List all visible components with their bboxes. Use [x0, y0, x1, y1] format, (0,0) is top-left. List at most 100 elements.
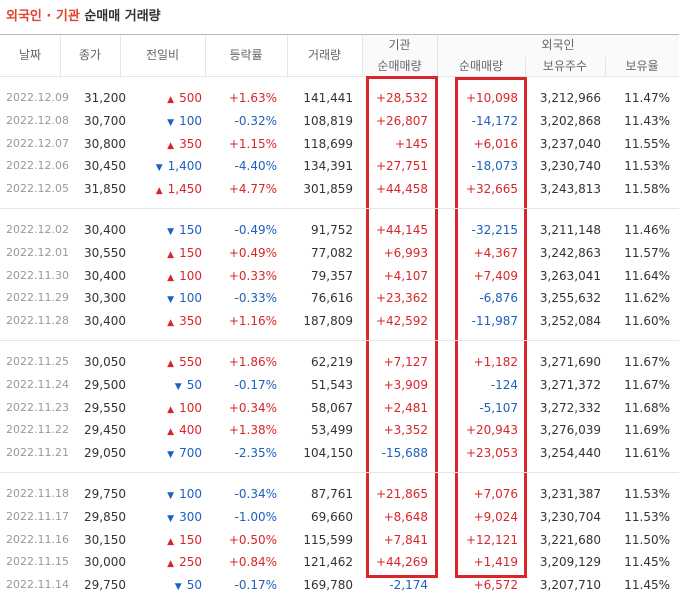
- cell: +42,592: [375, 314, 428, 328]
- change-arrow: ▲: [167, 359, 175, 369]
- change-cell: ▼ 100: [167, 113, 202, 131]
- cell: 115,599: [303, 532, 353, 547]
- cell: 104,150: [303, 446, 353, 460]
- change-arrow: ▲: [167, 404, 175, 415]
- date-cell: 2022.11.22: [6, 423, 69, 437]
- cell: -6,876: [479, 291, 518, 306]
- header-bottom-line: [0, 76, 679, 77]
- cell: 3,212,966: [539, 91, 601, 105]
- cell: 11.58%: [624, 182, 670, 196]
- header-divider: [120, 35, 121, 76]
- header-divider: [287, 35, 288, 76]
- cell: 77,082: [311, 245, 353, 260]
- cell: -2,174: [389, 578, 428, 592]
- change-amount: 50: [186, 578, 202, 592]
- cell: 3,254,440: [539, 446, 601, 460]
- cell: 53,499: [311, 423, 353, 438]
- cell: 30,450: [84, 159, 126, 174]
- cell: +3,352: [383, 423, 428, 438]
- date-cell: 2022.11.28: [6, 314, 69, 327]
- cell: +1,419: [473, 555, 518, 570]
- cell: +7,409: [473, 268, 518, 283]
- cell: 30,800: [84, 136, 126, 151]
- cell: 11.53%: [624, 487, 670, 501]
- cell: +21,865: [375, 487, 428, 501]
- cell: 29,850: [84, 509, 126, 524]
- cell: +0.50%: [228, 532, 277, 547]
- title-rest: 순매매 거래량: [84, 9, 161, 24]
- change-cell: ▼ 100: [167, 290, 202, 308]
- group-divider: [0, 340, 679, 341]
- cell: -15,688: [381, 446, 428, 460]
- cell: +12,121: [465, 532, 518, 547]
- cell: 118,699: [303, 136, 353, 151]
- cell: 3,221,680: [539, 532, 601, 547]
- change-amount: 150: [179, 532, 202, 547]
- header-divider: [362, 35, 363, 76]
- cell: -124: [490, 377, 518, 392]
- cell: 11.43%: [624, 113, 670, 128]
- change-amount: 1,450: [167, 182, 202, 196]
- cell: 121,462: [303, 555, 353, 570]
- group-divider: [0, 472, 679, 473]
- cell: 134,391: [303, 159, 353, 174]
- cell: 11.46%: [624, 223, 670, 237]
- change-arrow: ▲: [167, 559, 175, 570]
- change-amount: 500: [179, 91, 202, 105]
- change-arrow: ▼: [167, 450, 175, 460]
- cell: 11.45%: [624, 555, 670, 570]
- cell: +4,107: [383, 268, 428, 283]
- cell: 11.45%: [624, 578, 670, 592]
- change-cell: ▼ 50: [175, 377, 202, 395]
- change-amount: 50: [186, 377, 202, 392]
- date-cell: 2022.11.18: [6, 487, 69, 500]
- change-arrow: ▼: [167, 295, 175, 306]
- cell: 29,750: [84, 487, 126, 501]
- date-cell: 2022.12.06: [6, 159, 69, 173]
- cell: +23,053: [465, 446, 518, 460]
- change-amount: 100: [179, 113, 202, 128]
- cell: +10,098: [465, 91, 518, 105]
- header-cell: 기관: [362, 35, 437, 56]
- cell: +0.84%: [228, 555, 277, 570]
- cell: 3,243,813: [539, 182, 601, 196]
- change-cell: ▲ 100: [167, 400, 202, 418]
- cell: 58,067: [311, 400, 353, 415]
- cell: +0.49%: [228, 245, 277, 260]
- change-cell: ▲ 150: [167, 245, 202, 263]
- change-cell: ▼ 300: [167, 509, 202, 527]
- change-arrow: ▼: [167, 491, 175, 501]
- change-cell: ▼ 1,400: [156, 158, 202, 176]
- cell: +32,665: [465, 182, 518, 196]
- change-cell: ▲ 250: [167, 554, 202, 572]
- cell: 30,400: [84, 314, 126, 328]
- cell: +44,145: [375, 223, 428, 237]
- change-amount: 150: [179, 223, 202, 237]
- cell: +1.15%: [228, 136, 277, 151]
- change-arrow: ▼: [155, 163, 163, 174]
- date-cell: 2022.11.14: [6, 578, 69, 591]
- change-cell: ▲ 350: [167, 313, 202, 331]
- header-cell: 등락률: [229, 48, 263, 62]
- change-cell: ▲ 350: [167, 136, 202, 154]
- date-cell: 2022.11.21: [6, 446, 69, 459]
- cell: 11.47%: [624, 91, 670, 105]
- cell: +1,182: [473, 355, 518, 369]
- cell: 91,752: [311, 223, 353, 237]
- cell: 30,700: [84, 113, 126, 128]
- cell: +1.16%: [228, 314, 277, 328]
- change-cell: ▼ 100: [167, 486, 202, 504]
- date-cell: 2022.12.09: [6, 91, 69, 104]
- title: 외국인 · 기관 순매매 거래량: [6, 9, 161, 25]
- change-arrow: ▼: [174, 381, 182, 392]
- change-cell: ▲ 550: [167, 354, 202, 372]
- cell: -0.49%: [234, 223, 277, 237]
- cell: -2.35%: [234, 446, 277, 460]
- cell: -18,073: [471, 159, 518, 174]
- date-cell: 2022.11.17: [6, 509, 69, 523]
- cell: 11.67%: [624, 377, 670, 392]
- cell: -0.34%: [234, 487, 277, 501]
- cell: 51,543: [311, 377, 353, 392]
- change-amount: 350: [179, 136, 202, 151]
